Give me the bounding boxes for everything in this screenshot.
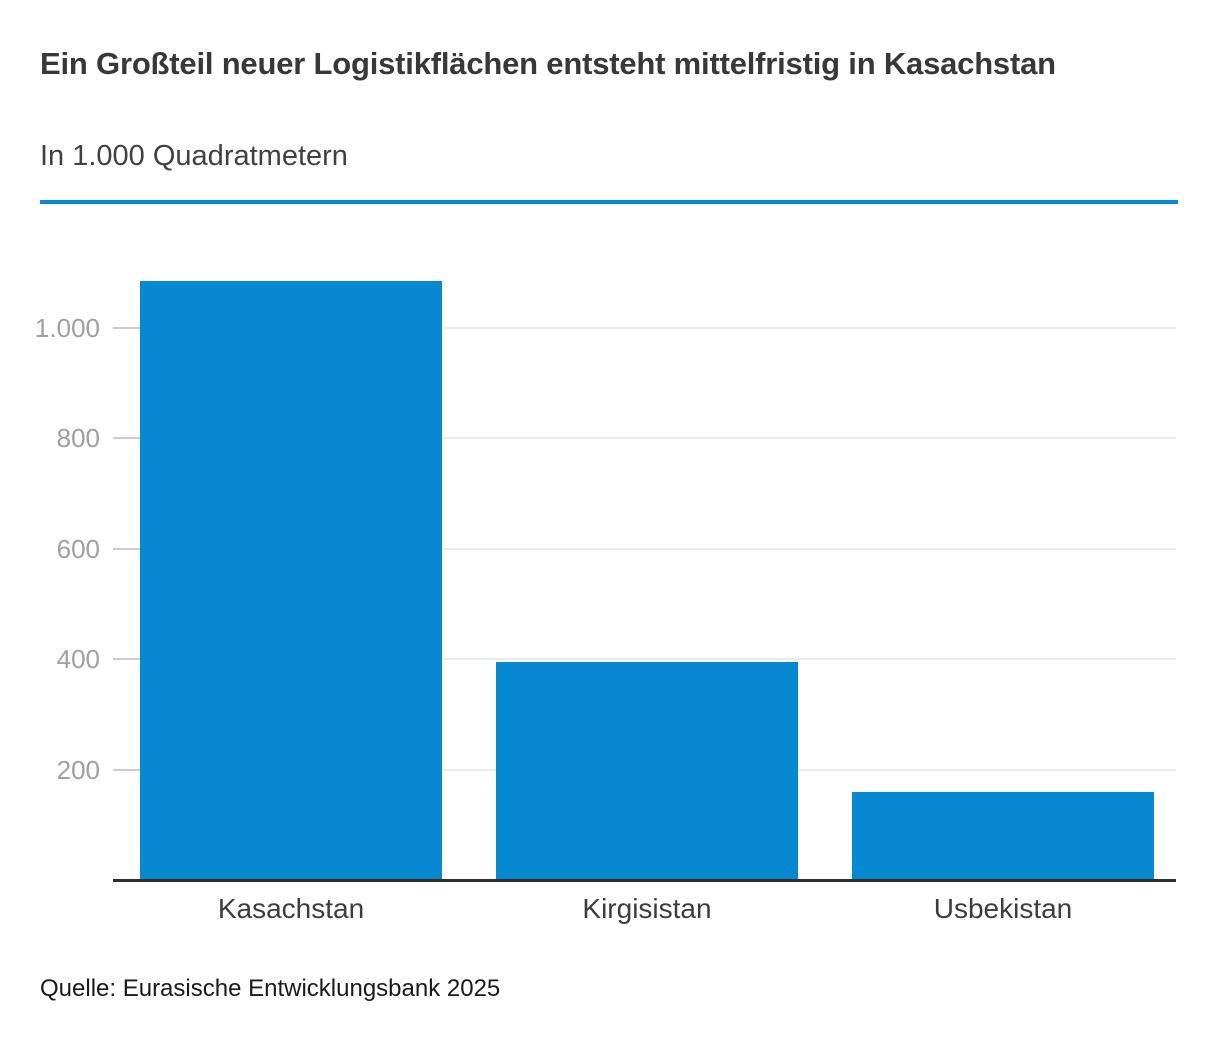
y-tickmark bbox=[113, 768, 140, 771]
y-tickmark bbox=[113, 658, 140, 660]
y-tickmark bbox=[113, 547, 140, 550]
x-axis-category-label: Kasachstan bbox=[217, 893, 365, 924]
y-axis-tick-label: 400 bbox=[56, 644, 100, 674]
y-tickmark bbox=[113, 437, 140, 439]
y-tickmark bbox=[113, 326, 140, 329]
y-gridline bbox=[113, 437, 1176, 439]
bar-kasachstan bbox=[140, 280, 442, 880]
chart-title: Ein Großteil neuer Logistikflächen entst… bbox=[40, 46, 1056, 81]
x-axis-line bbox=[113, 879, 1176, 882]
x-axis-category-label: Kirgisistan bbox=[582, 893, 712, 924]
y-axis-tick-label: 200 bbox=[56, 754, 100, 785]
y-gridline bbox=[113, 547, 1176, 550]
x-axis-category-label: Usbekistan bbox=[933, 893, 1073, 924]
y-gridline bbox=[113, 658, 1176, 660]
source-line: Quelle: Eurasische Entwicklungsbank 2025 bbox=[40, 975, 501, 1002]
y-axis-tick-label: 600 bbox=[56, 533, 100, 564]
chart-subtitle: In 1.000 Quadratmetern bbox=[40, 140, 348, 172]
accent-rule bbox=[40, 200, 1178, 204]
bar-usbekistan bbox=[852, 791, 1154, 880]
bar-kirgisistan bbox=[496, 661, 798, 880]
y-axis-tick-label: 1.000 bbox=[34, 312, 100, 343]
y-axis-tick-label: 800 bbox=[56, 423, 100, 453]
y-gridline bbox=[113, 326, 1176, 329]
